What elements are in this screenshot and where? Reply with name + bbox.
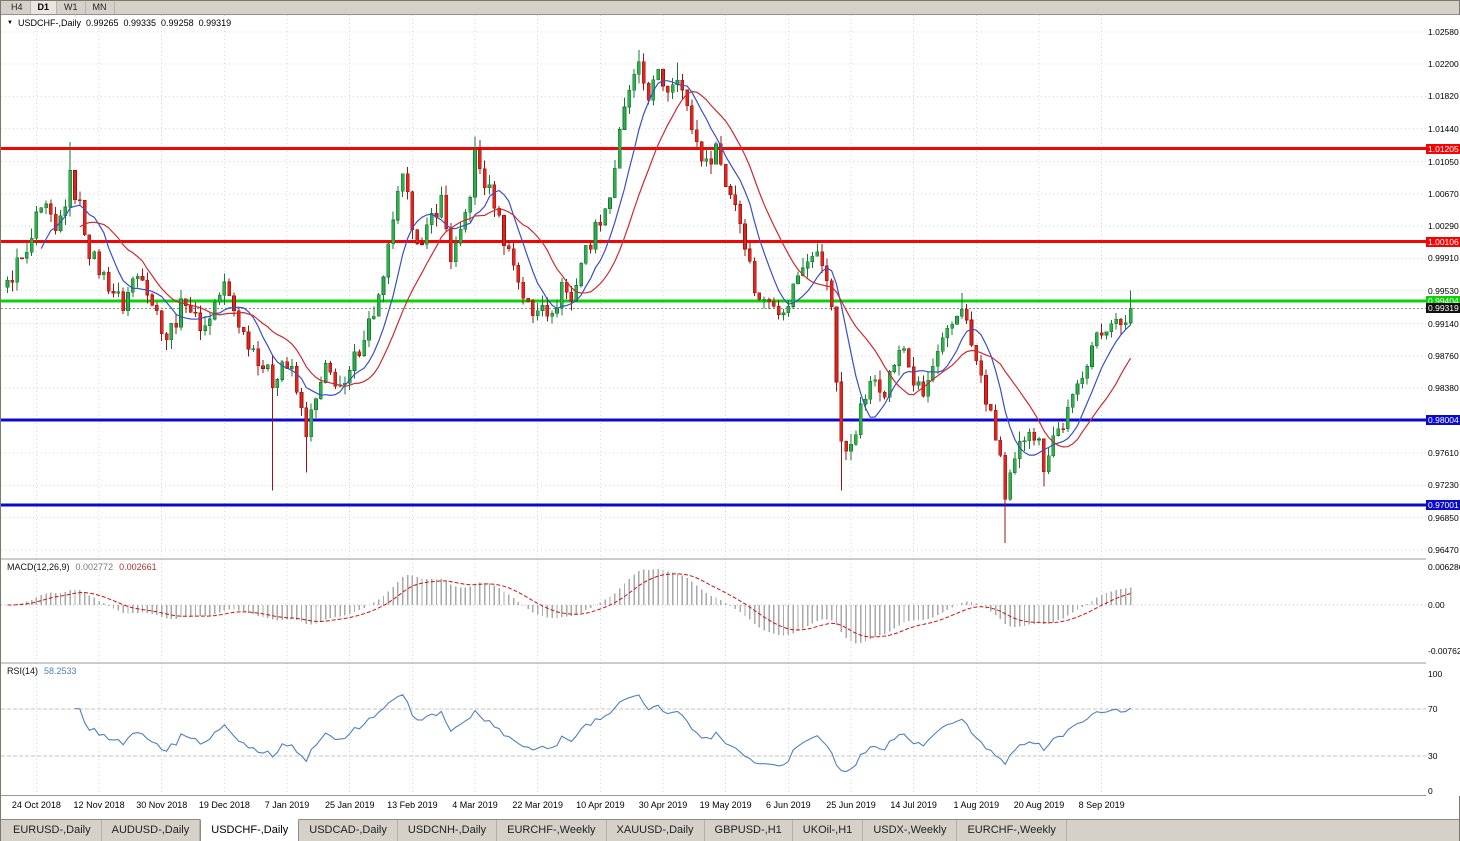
level-price-tag[interactable]: 1.00106 [1426, 236, 1460, 247]
macd-signal-value: 0.002661 [119, 562, 157, 572]
chart-canvas[interactable] [1, 15, 1460, 796]
chart-tab-eurchf-weekly[interactable]: EURCHF-,Weekly [497, 820, 607, 841]
current-price-tag: 0.99319 [1426, 303, 1460, 314]
macd-indicator-label: MACD(12,26,9) 0.002772 0.002661 [7, 562, 157, 572]
macd-axis-label: -0.00762 [1428, 645, 1460, 656]
price-axis-label: 0.97610 [1428, 448, 1459, 459]
price-axis-label: 0.97230 [1428, 480, 1459, 491]
price-axis-label: 1.00290 [1428, 221, 1459, 232]
rsi-name: RSI(14) [7, 666, 39, 676]
date-label: 30 Nov 2018 [136, 800, 188, 810]
date-label: 19 May 2019 [699, 800, 752, 810]
date-label: 25 Jun 2019 [826, 800, 876, 810]
date-label: 13 Feb 2019 [387, 800, 438, 810]
rsi-layer [1, 694, 1426, 773]
date-label: 1 Aug 2019 [953, 800, 1000, 810]
date-label: 12 Nov 2018 [73, 800, 125, 810]
rsi-axis-label: 30 [1428, 750, 1438, 761]
timeframe-button-mn[interactable]: MN [86, 1, 115, 14]
date-label: 10 Apr 2019 [576, 800, 625, 810]
date-label: 20 Aug 2019 [1013, 800, 1065, 810]
chart-tab-usdx-weekly[interactable]: USDX-,Weekly [863, 820, 958, 841]
collapse-triangle-icon[interactable]: ▼ [7, 19, 13, 26]
price-axis-label: 0.98380 [1428, 382, 1459, 393]
chart-tab-usdcad-daily[interactable]: USDCAD-,Daily [299, 820, 398, 841]
rsi-indicator-label: RSI(14) 58.2533 [7, 666, 77, 676]
chart-title: ▼ USDCHF-,Daily 0.99265 0.99335 0.99258 … [7, 18, 231, 28]
rsi-axis-label: 70 [1428, 704, 1438, 715]
chart-tab-usdchf-daily[interactable]: USDCHF-,Daily [200, 819, 300, 841]
price-axis[interactable]: 1.02580 1.02200 1.01820 1.01440 1.01050 1.006… [1426, 15, 1460, 796]
grid-layer [1, 15, 1426, 796]
chart-tab-xauusd-daily[interactable]: XAUUSD-,Daily [607, 820, 705, 841]
price-axis-label: 0.99530 [1428, 285, 1459, 296]
timeframe-toolbar: H4 D1 W1 MN [1, 1, 1459, 15]
date-label: 30 Apr 2019 [638, 800, 688, 810]
ohlc-low: 0.99258 [161, 18, 194, 28]
macd-main-value: 0.002772 [75, 562, 114, 572]
date-label: 24 Oct 2018 [11, 800, 61, 810]
price-axis-label: 1.01050 [1428, 156, 1459, 167]
date-label: 19 Dec 2018 [198, 800, 250, 810]
date-label: 4 Mar 2019 [452, 800, 498, 810]
macd-layer [1, 569, 1426, 644]
symbol-timeframe-label: USDCHF-,Daily [17, 18, 81, 28]
level-price-tag[interactable]: 0.97001 [1426, 499, 1460, 510]
chart-tab-gbpusd-h1[interactable]: GBPUSD-,H1 [705, 820, 793, 841]
level-price-tag[interactable]: 1.01205 [1426, 143, 1460, 154]
chart-tab-eurusd-daily[interactable]: EURUSD-,Daily [3, 820, 102, 841]
chart-tabs-bar: EURUSD-,Daily AUDUSD-,Daily USDCHF-,Daily U… [1, 819, 1459, 841]
timeframe-button-d1[interactable]: D1 [30, 1, 58, 14]
date-label: 22 Mar 2019 [512, 800, 563, 810]
timeframe-button-w1[interactable]: W1 [57, 1, 86, 14]
date-label: 8 Sep 2019 [1078, 800, 1125, 810]
price-axis-label: 0.96470 [1428, 544, 1459, 555]
price-axis-label: 1.02580 [1428, 27, 1459, 38]
price-axis-label: 1.00670 [1428, 188, 1459, 199]
level-price-tag[interactable]: 0.99404 [1426, 296, 1460, 307]
level-lines-layer[interactable] [1, 147, 1426, 507]
macd-name: MACD(12,26,9) [7, 562, 70, 572]
price-axis-label: 0.99140 [1428, 318, 1459, 329]
rsi-axis-label: 100 [1428, 668, 1443, 679]
candles-layer [5, 49, 1133, 544]
ohlc-close: 0.99319 [198, 18, 232, 28]
ohlc-high: 0.99335 [123, 18, 157, 28]
timeframe-button-h4[interactable]: H4 [4, 1, 31, 14]
ohlc-open: 0.99265 [85, 18, 119, 28]
time-axis[interactable]: 24 Oct 2018 12 Nov 2018 30 Nov 2018 19 Dec … [1, 796, 1459, 819]
price-axis-label: 1.02200 [1428, 59, 1459, 70]
rsi-value: 58.2533 [44, 666, 77, 676]
rsi-axis-label: 0 [1428, 785, 1433, 796]
price-axis-label: 0.99910 [1428, 253, 1459, 264]
date-label: 25 Jan 2019 [324, 800, 375, 810]
price-axis-label: 1.01440 [1428, 123, 1459, 134]
macd-axis-label: 0.006286 [1428, 562, 1460, 573]
chart-tab-audusd-daily[interactable]: AUDUSD-,Daily [102, 820, 201, 841]
level-price-tag[interactable]: 0.98004 [1426, 414, 1460, 425]
chart-tab-ukoil-h1[interactable]: UKOil-,H1 [793, 820, 864, 841]
date-label: 14 Jul 2019 [890, 800, 937, 810]
date-label: 7 Jan 2019 [264, 800, 310, 810]
price-axis-label: 0.98760 [1428, 350, 1459, 361]
price-axis-label: 0.96850 [1428, 512, 1459, 523]
date-label: 6 Jun 2019 [766, 800, 811, 810]
macd-axis-label: 0.00 [1428, 600, 1445, 610]
chart-tab-usdcnh-daily[interactable]: USDCNH-,Daily [398, 820, 498, 841]
chart-tab-eurchf-weekly[interactable]: EURCHF-,Weekly [957, 820, 1067, 841]
price-axis-label: 1.01820 [1428, 91, 1459, 102]
